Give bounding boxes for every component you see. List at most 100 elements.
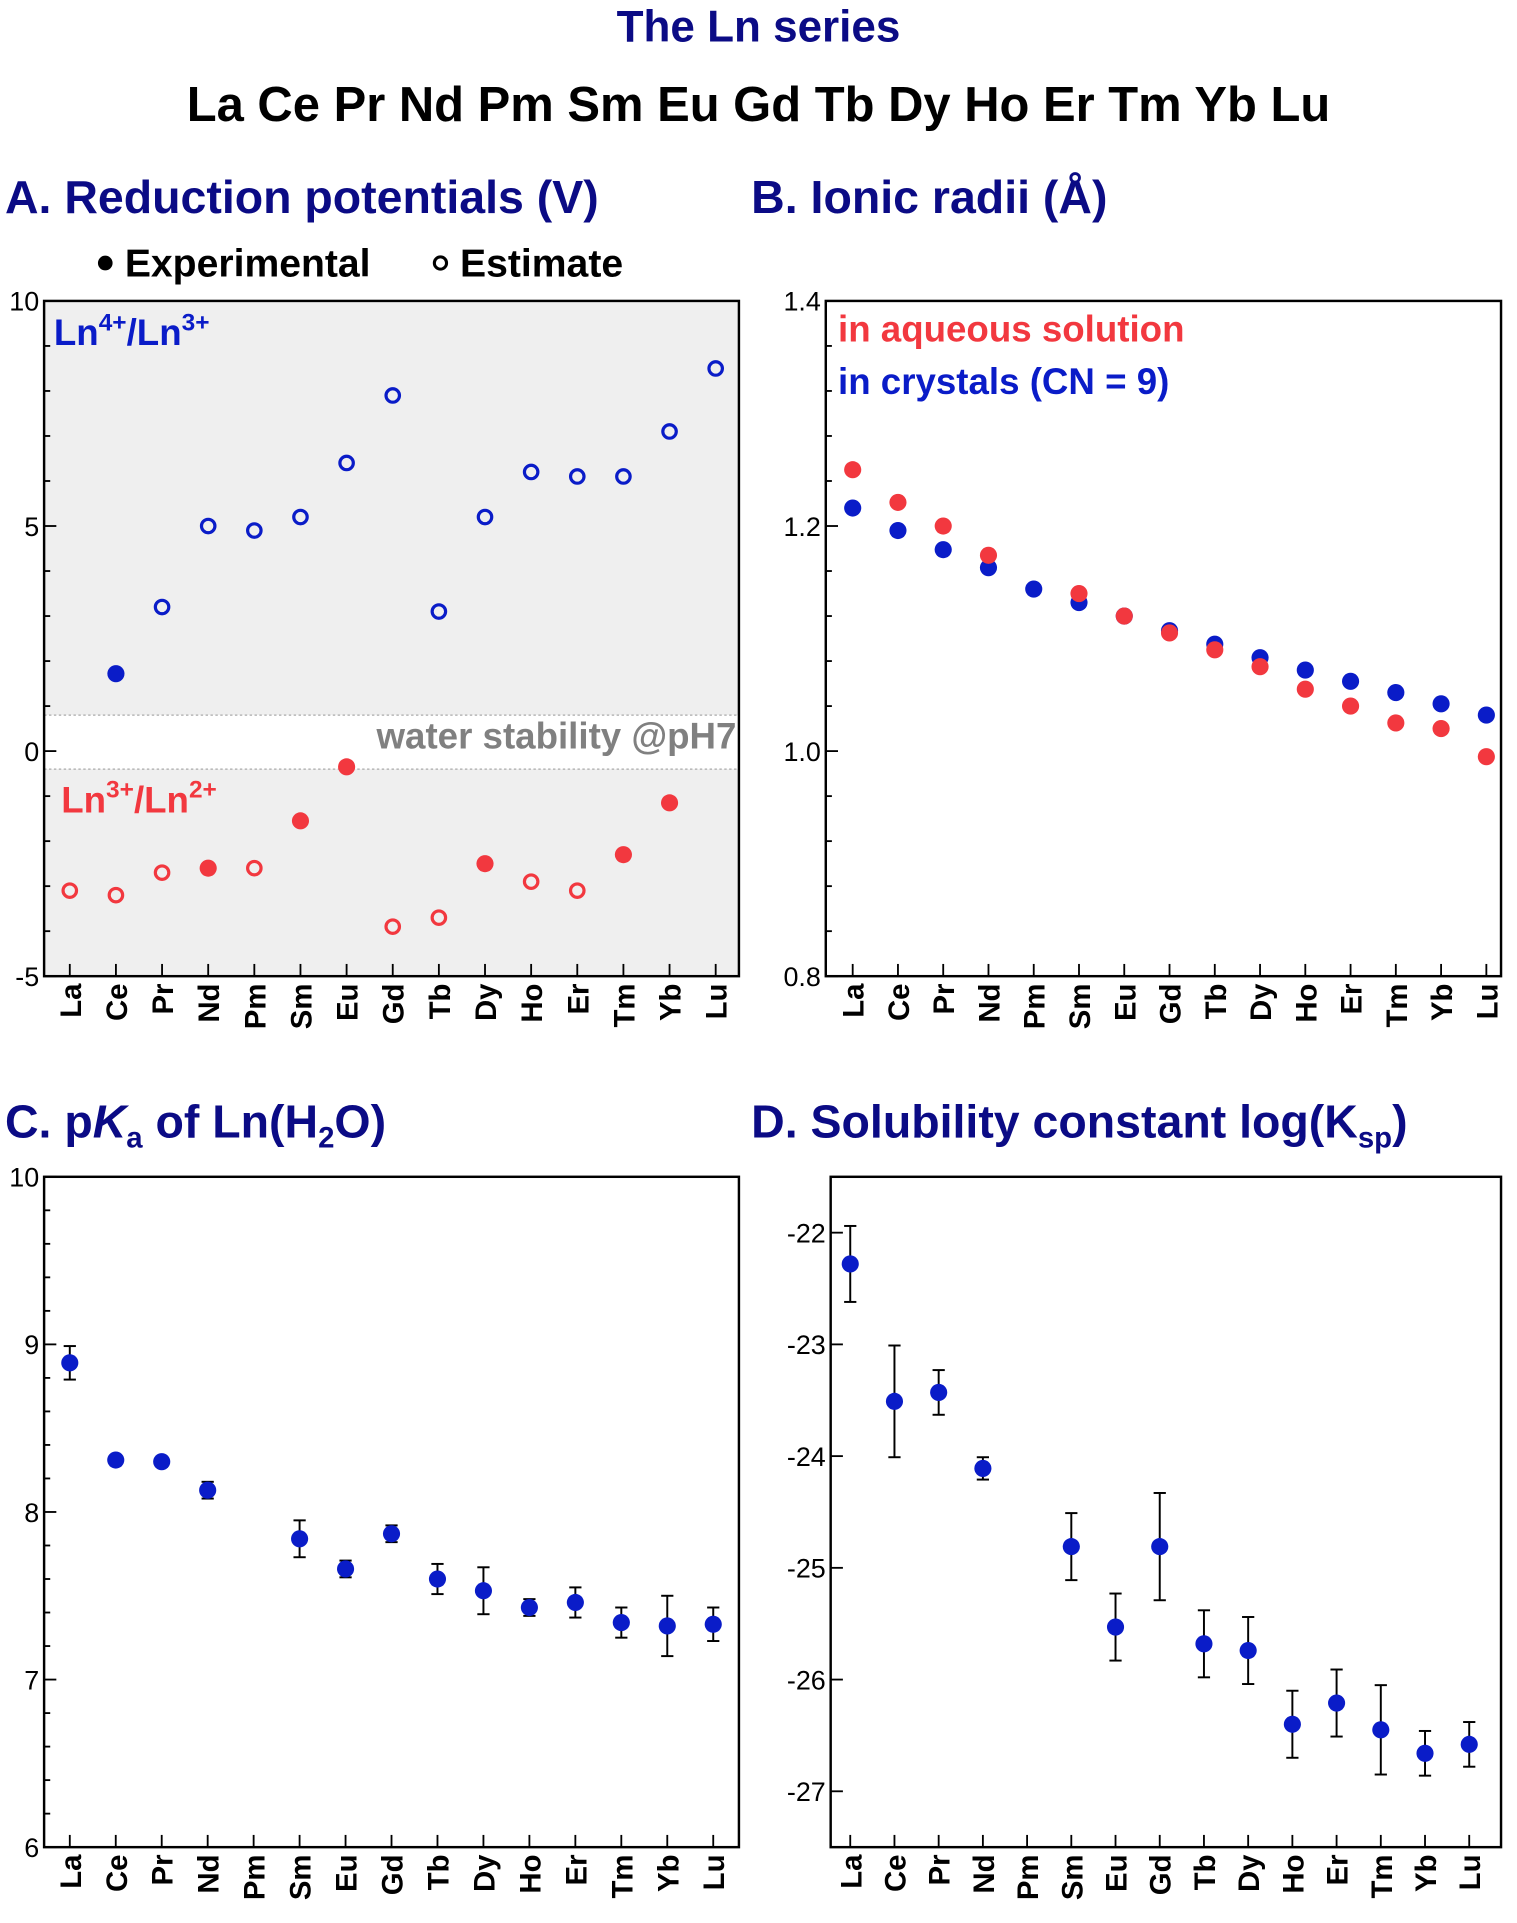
data-point-pKa-Lu (704, 1615, 722, 1633)
data-point-pKa-Ho (520, 1598, 538, 1617)
data-point-log(Ksp)-Er (1328, 1694, 1346, 1712)
data-point-in aqueous solution-Tb (1206, 641, 1224, 659)
data-point-Ln3+/Ln2+-Er (568, 882, 586, 899)
x-category-label: La (55, 983, 88, 1018)
data-point-Ln4+/Ln3+-Gd (384, 387, 402, 404)
x-category-label: Sm (285, 984, 318, 1030)
x-category-label: Yb (655, 984, 688, 1021)
data-point-log(Ksp)-Eu (1106, 1618, 1125, 1636)
x-category-label: Gd (1155, 984, 1188, 1025)
x-category-label: Tm (1381, 984, 1414, 1028)
x-category-label: Tb (424, 984, 457, 1020)
x-category-label: Nd (193, 1854, 226, 1893)
data-point-in aqueous solution-Ce (889, 493, 907, 511)
x-category-label: Lu (698, 1854, 731, 1890)
x-category-label: Er (1336, 984, 1369, 1015)
data-point-Ln4+/Ln3+-Tm (615, 468, 632, 485)
data-point-pKa-Er (566, 1593, 584, 1612)
data-point-in crystals (CN = 9)-Ce (889, 521, 907, 540)
y-tick-label: 9 (24, 1330, 39, 1360)
x-category-label: Pm (1019, 984, 1052, 1030)
y-tick-label: 0.8 (783, 962, 820, 992)
x-category-label: Lu (701, 984, 734, 1020)
x-category-label: Pm (1012, 1854, 1045, 1900)
x-category-label: Gd (378, 984, 411, 1025)
data-point-pKa-Gd (382, 1525, 401, 1543)
data-point-pKa-Sm (291, 1530, 309, 1548)
x-category-label: Pr (924, 1854, 957, 1885)
x-category-label: Eu (332, 984, 365, 1021)
y-tick-label: -27 (787, 1777, 826, 1807)
data-point-Ln3+/Ln2+-Tm (614, 846, 632, 864)
panel-a-title: A. Reduction potentials (V) (5, 171, 599, 223)
data-point-pKa-Tm (612, 1614, 630, 1632)
x-category-label: Sm (285, 1854, 318, 1900)
y-tick-label: 8 (24, 1498, 39, 1528)
x-category-label: Nd (973, 984, 1006, 1023)
data-point-in aqueous solution-Nd (979, 546, 998, 564)
y-tick-label: 1.2 (783, 512, 820, 542)
panel-c-title-italic: K (93, 1096, 130, 1148)
x-category-label: Pr (147, 984, 180, 1015)
x-category-label: Eu (1101, 1854, 1134, 1892)
data-point-Ln4+/Ln3+-Dy (476, 508, 494, 526)
figure-title: The Ln series (617, 3, 901, 52)
panel-d-title: D. Solubility constant log(Ksp) (751, 1096, 1407, 1155)
data-point-in aqueous solution-Yb (1432, 720, 1450, 738)
x-category-label: Tb (1200, 984, 1233, 1020)
panel-c-title-sub2: 2 (318, 1121, 334, 1154)
legend-crystals: in crystals (CN = 9) (838, 361, 1169, 402)
data-point-in crystals (CN = 9)-Nd (979, 559, 998, 577)
x-category-label: Pr (147, 1854, 180, 1885)
data-point-pKa-Yb (658, 1617, 676, 1635)
data-point-log(Ksp)-Sm (1062, 1538, 1080, 1556)
y-tick-label: 10 (9, 1163, 39, 1193)
data-point-Ln3+/Ln2+-Nd (199, 859, 217, 877)
series-label-part: /Ln (134, 779, 189, 820)
x-category-label: Ho (514, 1854, 547, 1893)
data-point-log(Ksp)-Dy (1239, 1641, 1257, 1660)
panel-b-frame (824, 299, 1503, 978)
data-point-in aqueous solution-Eu (1115, 607, 1133, 625)
data-point-pKa-Nd (199, 1481, 217, 1499)
element-series-line: La Ce Pr Nd Pm Sm Eu Gd Tb Dy Ho Er Tm Y… (187, 78, 1330, 132)
data-point-in crystals (CN = 9)-Pr (934, 541, 952, 559)
data-point-pKa-Pr (153, 1453, 171, 1471)
x-category-label: Nd (193, 984, 226, 1023)
water-stability-label: water stability @pH7 (376, 716, 737, 757)
x-category-label: Gd (377, 1854, 410, 1895)
x-category-label: Lu (1454, 1854, 1487, 1890)
panel-d-title-prefix: D. Solubility constant log(K (751, 1096, 1358, 1148)
data-point-Ln4+/Ln3+-Sm (292, 508, 309, 526)
data-point-Ln3+/Ln2+-La (61, 882, 79, 899)
data-point-Ln3+/Ln2+-Ho (522, 873, 540, 890)
data-point-Ln3+/Ln2+-Pr (153, 864, 171, 881)
x-category-label: Ho (1290, 984, 1323, 1023)
data-point-Ln3+/Ln2+-Tb (430, 909, 448, 926)
data-point-Ln3+/Ln2+-Gd (384, 918, 402, 935)
data-point-log(Ksp)-Ce (885, 1392, 904, 1410)
data-point-Ln3+/Ln2+-Pm (246, 859, 263, 877)
y-tick-label: 6 (24, 1833, 39, 1863)
panel-c-title-sub: a (126, 1121, 143, 1154)
data-point-log(Ksp)-Gd (1151, 1538, 1169, 1556)
series-label-part: 2+ (189, 777, 217, 804)
x-category-label: La (835, 1854, 868, 1889)
y-tick-label: 0 (24, 737, 39, 767)
panel-d-title-sub: sp (1358, 1121, 1392, 1154)
data-point-Ln3+/Ln2+-Eu (338, 758, 356, 776)
data-point-Ln3+/Ln2+-Ce (107, 886, 125, 904)
x-category-label: Er (560, 1854, 593, 1885)
panel-c-title: C. pKa of Ln(H2O) (5, 1096, 386, 1155)
data-point-in aqueous solution-Dy (1251, 658, 1269, 676)
x-category-label: Pm (239, 984, 272, 1030)
x-category-label: Yb (652, 1854, 685, 1892)
data-point-log(Ksp)-Nd (974, 1459, 992, 1477)
data-point-in aqueous solution-Tm (1387, 714, 1405, 732)
x-category-label: Dy (470, 983, 503, 1021)
x-category-label: Er (1322, 1854, 1355, 1885)
data-point-pKa-Dy (474, 1582, 492, 1600)
data-point-log(Ksp)-Lu (1460, 1735, 1478, 1753)
x-category-label: Tb (422, 1854, 455, 1890)
